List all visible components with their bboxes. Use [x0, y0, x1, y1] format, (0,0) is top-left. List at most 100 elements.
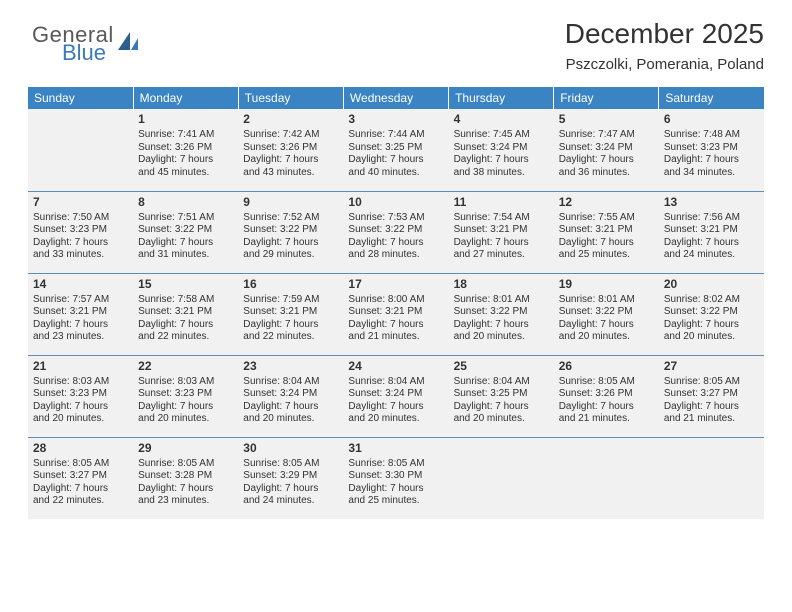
daylight-text-2: and 23 minutes.: [33, 331, 128, 344]
day-number: 26: [559, 359, 654, 374]
logo-text: General Blue: [32, 24, 114, 64]
sunset-text: Sunset: 3:23 PM: [664, 142, 759, 155]
sunrise-text: Sunrise: 7:42 AM: [243, 129, 338, 142]
sunset-text: Sunset: 3:26 PM: [138, 142, 233, 155]
sunset-text: Sunset: 3:21 PM: [33, 306, 128, 319]
daylight-text-1: Daylight: 7 hours: [664, 237, 759, 250]
daylight-text-1: Daylight: 7 hours: [348, 401, 443, 414]
calendar-day-cell: 31Sunrise: 8:05 AMSunset: 3:30 PMDayligh…: [343, 437, 448, 519]
daylight-text-2: and 43 minutes.: [243, 167, 338, 180]
sunset-text: Sunset: 3:25 PM: [348, 142, 443, 155]
daylight-text-1: Daylight: 7 hours: [664, 319, 759, 332]
daylight-text-1: Daylight: 7 hours: [138, 237, 233, 250]
sunset-text: Sunset: 3:22 PM: [348, 224, 443, 237]
logo-word-2: Blue: [62, 42, 114, 64]
sunrise-text: Sunrise: 7:51 AM: [138, 212, 233, 225]
calendar-day-cell: 30Sunrise: 8:05 AMSunset: 3:29 PMDayligh…: [238, 437, 343, 519]
day-header: Saturday: [659, 87, 764, 109]
daylight-text-2: and 20 minutes.: [454, 331, 549, 344]
sunrise-text: Sunrise: 8:05 AM: [33, 458, 128, 471]
day-number: 16: [243, 277, 338, 292]
day-number: 2: [243, 112, 338, 127]
daylight-text-2: and 20 minutes.: [664, 331, 759, 344]
sunset-text: Sunset: 3:23 PM: [33, 224, 128, 237]
day-number: 11: [454, 195, 549, 210]
daylight-text-2: and 34 minutes.: [664, 167, 759, 180]
sunset-text: Sunset: 3:30 PM: [348, 470, 443, 483]
day-number: 4: [454, 112, 549, 127]
day-header-row: Sunday Monday Tuesday Wednesday Thursday…: [28, 87, 764, 109]
sunset-text: Sunset: 3:24 PM: [348, 388, 443, 401]
daylight-text-2: and 25 minutes.: [559, 249, 654, 262]
sunset-text: Sunset: 3:24 PM: [559, 142, 654, 155]
calendar-day-cell: 5Sunrise: 7:47 AMSunset: 3:24 PMDaylight…: [554, 109, 659, 191]
sunrise-text: Sunrise: 7:50 AM: [33, 212, 128, 225]
daylight-text-2: and 24 minutes.: [243, 495, 338, 508]
daylight-text-1: Daylight: 7 hours: [559, 401, 654, 414]
daylight-text-1: Daylight: 7 hours: [33, 237, 128, 250]
calendar-day-cell: 10Sunrise: 7:53 AMSunset: 3:22 PMDayligh…: [343, 191, 448, 273]
calendar-day-cell: 15Sunrise: 7:58 AMSunset: 3:21 PMDayligh…: [133, 273, 238, 355]
daylight-text-1: Daylight: 7 hours: [243, 483, 338, 496]
daylight-text-1: Daylight: 7 hours: [559, 319, 654, 332]
calendar-day-cell: 26Sunrise: 8:05 AMSunset: 3:26 PMDayligh…: [554, 355, 659, 437]
daylight-text-2: and 27 minutes.: [454, 249, 549, 262]
calendar-day-cell: 11Sunrise: 7:54 AMSunset: 3:21 PMDayligh…: [449, 191, 554, 273]
daylight-text-1: Daylight: 7 hours: [138, 319, 233, 332]
calendar-day-cell: 2Sunrise: 7:42 AMSunset: 3:26 PMDaylight…: [238, 109, 343, 191]
daylight-text-2: and 20 minutes.: [138, 413, 233, 426]
daylight-text-2: and 22 minutes.: [33, 495, 128, 508]
daylight-text-2: and 22 minutes.: [243, 331, 338, 344]
title-block: December 2025 Pszczolki, Pomerania, Pola…: [565, 18, 764, 73]
calendar-day-cell: 16Sunrise: 7:59 AMSunset: 3:21 PMDayligh…: [238, 273, 343, 355]
sunrise-text: Sunrise: 8:00 AM: [348, 294, 443, 307]
daylight-text-1: Daylight: 7 hours: [454, 237, 549, 250]
daylight-text-2: and 33 minutes.: [33, 249, 128, 262]
day-header: Thursday: [449, 87, 554, 109]
day-number: 15: [138, 277, 233, 292]
daylight-text-1: Daylight: 7 hours: [138, 483, 233, 496]
daylight-text-1: Daylight: 7 hours: [454, 319, 549, 332]
calendar-day-cell: [659, 437, 764, 519]
sunrise-text: Sunrise: 8:01 AM: [454, 294, 549, 307]
day-number: 14: [33, 277, 128, 292]
location-subtitle: Pszczolki, Pomerania, Poland: [565, 56, 764, 73]
sunset-text: Sunset: 3:23 PM: [33, 388, 128, 401]
day-number: 9: [243, 195, 338, 210]
daylight-text-2: and 25 minutes.: [348, 495, 443, 508]
sunrise-text: Sunrise: 7:56 AM: [664, 212, 759, 225]
sunset-text: Sunset: 3:28 PM: [138, 470, 233, 483]
calendar-day-cell: 20Sunrise: 8:02 AMSunset: 3:22 PMDayligh…: [659, 273, 764, 355]
sunset-text: Sunset: 3:22 PM: [243, 224, 338, 237]
daylight-text-2: and 21 minutes.: [559, 413, 654, 426]
daylight-text-2: and 40 minutes.: [348, 167, 443, 180]
calendar-day-cell: 27Sunrise: 8:05 AMSunset: 3:27 PMDayligh…: [659, 355, 764, 437]
calendar-day-cell: 7Sunrise: 7:50 AMSunset: 3:23 PMDaylight…: [28, 191, 133, 273]
calendar-day-cell: 3Sunrise: 7:44 AMSunset: 3:25 PMDaylight…: [343, 109, 448, 191]
day-number: 6: [664, 112, 759, 127]
sunrise-text: Sunrise: 7:54 AM: [454, 212, 549, 225]
calendar-day-cell: 24Sunrise: 8:04 AMSunset: 3:24 PMDayligh…: [343, 355, 448, 437]
sunrise-text: Sunrise: 8:03 AM: [138, 376, 233, 389]
day-number: 23: [243, 359, 338, 374]
calendar-day-cell: 25Sunrise: 8:04 AMSunset: 3:25 PMDayligh…: [449, 355, 554, 437]
daylight-text-2: and 24 minutes.: [664, 249, 759, 262]
daylight-text-1: Daylight: 7 hours: [559, 237, 654, 250]
calendar-day-cell: 9Sunrise: 7:52 AMSunset: 3:22 PMDaylight…: [238, 191, 343, 273]
sunset-text: Sunset: 3:22 PM: [138, 224, 233, 237]
day-number: 20: [664, 277, 759, 292]
sunrise-text: Sunrise: 8:04 AM: [348, 376, 443, 389]
calendar-day-cell: 14Sunrise: 7:57 AMSunset: 3:21 PMDayligh…: [28, 273, 133, 355]
calendar-day-cell: 28Sunrise: 8:05 AMSunset: 3:27 PMDayligh…: [28, 437, 133, 519]
sunset-text: Sunset: 3:27 PM: [664, 388, 759, 401]
sunrise-text: Sunrise: 8:01 AM: [559, 294, 654, 307]
sunset-text: Sunset: 3:24 PM: [243, 388, 338, 401]
daylight-text-1: Daylight: 7 hours: [243, 237, 338, 250]
day-header: Tuesday: [238, 87, 343, 109]
sunset-text: Sunset: 3:23 PM: [138, 388, 233, 401]
sunrise-text: Sunrise: 7:59 AM: [243, 294, 338, 307]
calendar-day-cell: 22Sunrise: 8:03 AMSunset: 3:23 PMDayligh…: [133, 355, 238, 437]
daylight-text-1: Daylight: 7 hours: [243, 154, 338, 167]
daylight-text-2: and 22 minutes.: [138, 331, 233, 344]
calendar-day-cell: [449, 437, 554, 519]
